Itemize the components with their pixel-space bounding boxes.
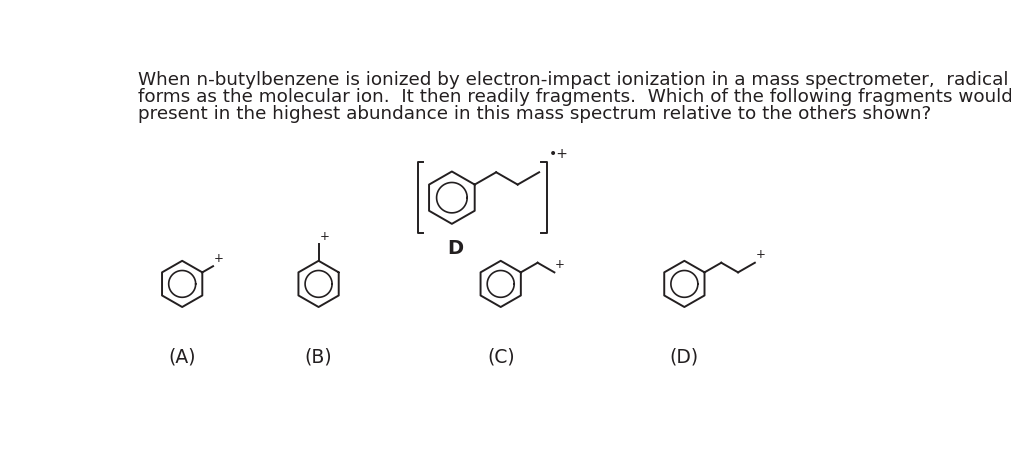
Text: When n-butylbenzene is ionized by electron-impact ionization in a mass spectrome: When n-butylbenzene is ionized by electr… — [137, 70, 1011, 88]
Text: •+: •+ — [548, 148, 568, 161]
Text: +: + — [213, 252, 223, 265]
Text: (C): (C) — [487, 348, 515, 367]
Text: +: + — [755, 248, 765, 261]
Text: +: + — [319, 230, 330, 243]
Text: +: + — [555, 258, 565, 271]
Text: (D): (D) — [670, 348, 699, 367]
Text: D: D — [448, 239, 464, 258]
Text: (B): (B) — [304, 348, 333, 367]
Text: forms as the molecular ion.  It then readily fragments.  Which of the following : forms as the molecular ion. It then read… — [137, 88, 1011, 105]
Text: present in the highest abundance in this mass spectrum relative to the others sh: present in the highest abundance in this… — [137, 105, 931, 123]
Text: (A): (A) — [169, 348, 196, 367]
